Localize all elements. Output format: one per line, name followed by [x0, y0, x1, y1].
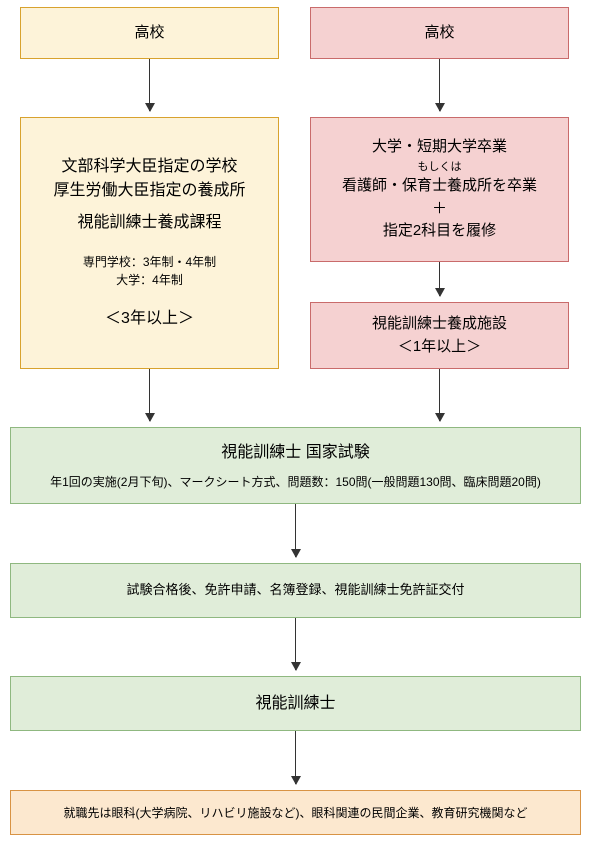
line: 指定2科目を履修: [383, 220, 496, 243]
plus: ＋: [432, 198, 447, 221]
arrow: [295, 618, 296, 670]
small-line: 大学：4年制: [116, 271, 183, 289]
label: 高校: [424, 22, 454, 45]
arrow: [439, 369, 440, 421]
node-certified-orthoptist: 視能訓練士: [10, 676, 581, 731]
node-license-issue: 試験合格後、免許申請、名簿登録、視能訓練士免許証交付: [10, 563, 581, 618]
text: 就職先は眼科(大学病院、リハビリ施設など)、眼科関連の民間企業、教育研究機関など: [64, 804, 528, 822]
line: 視能訓練士養成課程: [77, 211, 221, 235]
text: 試験合格後、免許申請、名簿登録、視能訓練士免許証交付: [126, 580, 464, 601]
node-training-facility-right: 視能訓練士養成施設 ＜1年以上＞: [310, 302, 569, 369]
node-university-right: 大学・短期大学卒業 もしくは 看護師・保育士養成所を卒業 ＋ 指定2科目を履修: [310, 117, 569, 262]
line: 看護師・保育士養成所を卒業: [342, 175, 537, 198]
detail: 年1回の実施(2月下旬)、マークシート方式、問題数：150問(一般問題130問、…: [50, 473, 541, 491]
node-highschool-right: 高校: [310, 7, 569, 59]
node-training-school-left: 文部科学大臣指定の学校 厚生労働大臣指定の養成所 視能訓練士養成課程 専門学校：…: [20, 117, 279, 369]
title: 視能訓練士 国家試験: [221, 441, 369, 465]
node-highschool-left: 高校: [20, 7, 279, 59]
small-line: 専門学校：3年制・4年制: [83, 253, 216, 271]
arrow: [149, 59, 150, 111]
line: 文部科学大臣指定の学校: [61, 155, 237, 179]
arrow: [295, 731, 296, 784]
duration: ＜1年以上＞: [398, 336, 481, 359]
node-national-exam: 視能訓練士 国家試験 年1回の実施(2月下旬)、マークシート方式、問題数：150…: [10, 427, 581, 504]
text: 視能訓練士: [255, 692, 335, 716]
line: 厚生労働大臣指定の養成所: [53, 179, 245, 203]
node-employment: 就職先は眼科(大学病院、リハビリ施設など)、眼科関連の民間企業、教育研究機関など: [10, 790, 581, 835]
line: 大学・短期大学卒業: [372, 136, 507, 159]
arrow: [439, 262, 440, 296]
or-label: もしくは: [418, 159, 462, 176]
arrow: [439, 59, 440, 111]
arrow: [149, 369, 150, 421]
line: 視能訓練士養成施設: [372, 313, 507, 336]
label: 高校: [134, 22, 164, 45]
duration: ＜3年以上＞: [105, 307, 194, 331]
arrow: [295, 504, 296, 557]
